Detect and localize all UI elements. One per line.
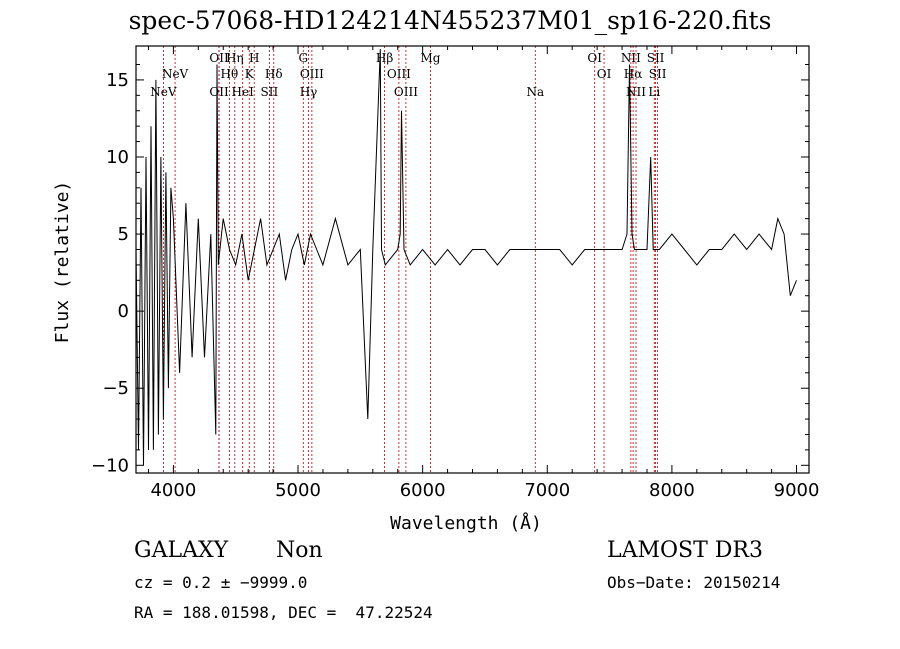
spectral-line-label: Li	[648, 85, 660, 99]
spectral-line-markers	[162, 46, 659, 473]
spectral-line-label: Na	[526, 85, 544, 99]
spectral-line-label: H	[249, 51, 259, 65]
x-tick-label: 4000	[150, 480, 196, 501]
spectral-line-labels: NeV NeV OII OII Hθ Hη HeI HK Hδ SII G OIII Hγ Hβ OIII O…	[150, 51, 666, 99]
x-tick-label: 8000	[649, 480, 695, 501]
ra-dec: RA = 188.01598, DEC = 47.22524	[134, 603, 433, 622]
spectral-line-label: Hη	[226, 51, 244, 65]
spectrum-line	[135, 49, 797, 466]
spectral-line-label: OII	[209, 85, 229, 99]
y-tick-label: 10	[106, 147, 129, 168]
spectral-line-label: NeV	[150, 85, 177, 99]
spectral-line-label: Hδ	[265, 67, 283, 81]
spectral-line-label: K	[245, 67, 255, 81]
x-tick-label: 5000	[275, 480, 321, 501]
y-tick-label: 0	[118, 301, 129, 322]
survey-name: LAMOST DR3	[607, 538, 763, 563]
spectral-line-label: NeV	[162, 67, 189, 81]
x-tick-label: 7000	[524, 480, 570, 501]
spectrum-series	[135, 49, 797, 466]
x-axis: 4000 5000 6000 7000 8000 9000	[147, 46, 820, 501]
y-axis-title: Flux (relative)	[52, 181, 73, 344]
spectral-line-label: HeI	[232, 85, 255, 99]
chart-title: spec-57068-HD124214N455237M01_sp16-220.f…	[128, 6, 772, 35]
x-tick-label: 6000	[400, 480, 446, 501]
spectral-line-label: OIII	[300, 67, 324, 81]
spectral-line-label: Mg	[420, 51, 440, 65]
object-subclass: Non	[276, 538, 323, 563]
y-tick-label: 15	[106, 70, 129, 91]
spectral-line-label: OIII	[387, 67, 411, 81]
spectral-line-label: Hθ	[221, 67, 239, 81]
spectral-line-label: SII	[647, 51, 665, 65]
spectral-line-label: Hβ	[376, 51, 393, 65]
y-tick-label: −5	[102, 378, 129, 399]
spectral-line-label: Hγ	[300, 85, 318, 99]
spectral-line-label: NII	[621, 51, 641, 65]
spectral-line-label: OIII	[394, 85, 418, 99]
spectral-line-label: NII	[626, 85, 646, 99]
spectral-line-label: Hα	[624, 67, 643, 81]
y-tick-label: 5	[118, 224, 129, 245]
redshift-cz: cz = 0.2 ± −9999.0	[134, 573, 308, 592]
obs-date: Obs−Date: 20150214	[607, 573, 781, 592]
y-tick-label: −10	[91, 455, 129, 476]
spectral-line-label: SII	[649, 67, 667, 81]
object-class: GALAXY	[134, 538, 229, 563]
x-axis-title: Wavelength (Å)	[390, 512, 542, 534]
spectral-line-label: OI	[597, 67, 612, 81]
y-axis: −10 −5 0 5 10 15	[91, 63, 809, 476]
spectral-line-label: SII	[261, 85, 279, 99]
spectral-line-label: G	[298, 51, 308, 65]
x-tick-label: 9000	[774, 480, 820, 501]
spectral-line-label: OII	[209, 51, 229, 65]
spectral-line-label: OI	[587, 51, 602, 65]
